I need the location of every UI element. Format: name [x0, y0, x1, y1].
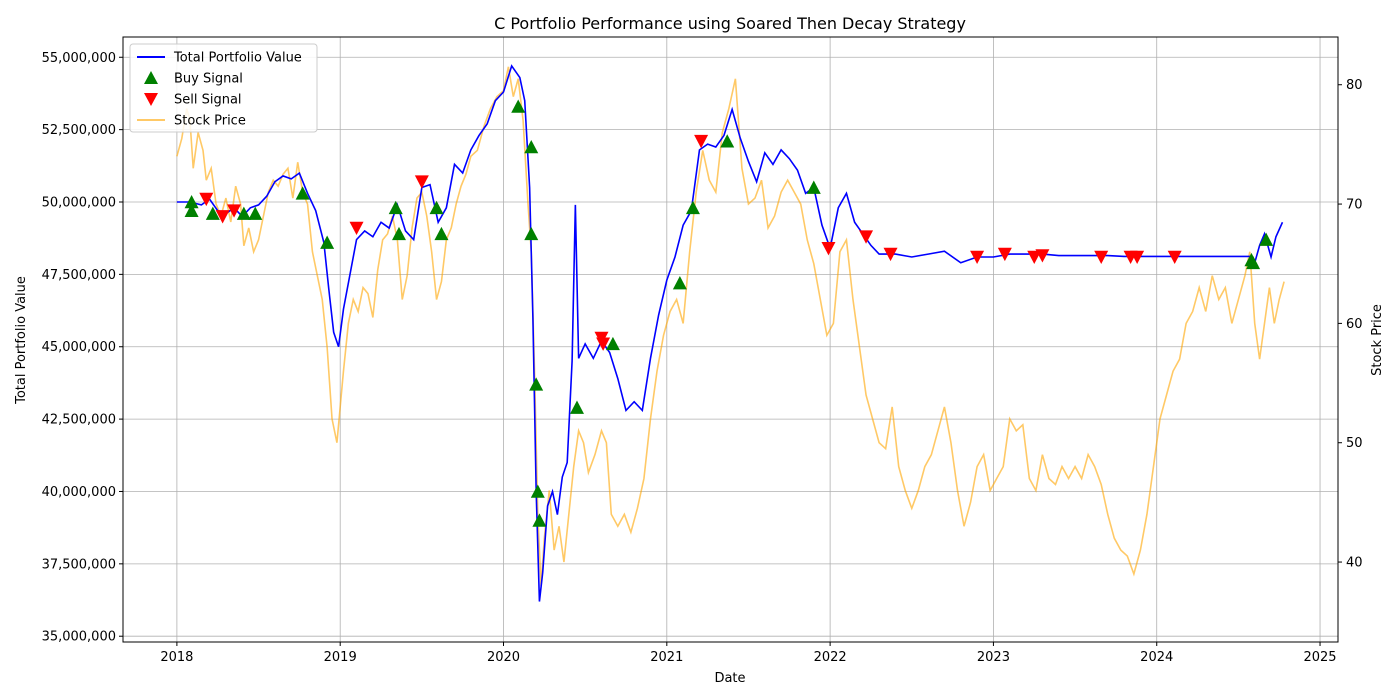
buy-signal-marker [511, 99, 526, 113]
y-tick-label: 55,000,000 [42, 51, 116, 66]
buy-signal-marker [184, 195, 199, 209]
y-axis-right: 40 50 60 70 80 [1338, 78, 1363, 571]
legend-label: Buy Signal [174, 72, 243, 87]
y2-tick-label: 80 [1346, 78, 1363, 93]
y2-tick-label: 50 [1346, 436, 1363, 451]
sell-signal-marker [227, 204, 242, 218]
buy-signal-marker [295, 186, 310, 200]
sell-signal-marker [199, 192, 214, 207]
buy-signal-marker [806, 180, 821, 194]
x-tick-label: 2021 [650, 650, 683, 665]
legend: Total Portfolio Value Buy Signal Sell Sign… [129, 43, 318, 133]
signal-markers [184, 99, 1274, 527]
stock-price-series [176, 66, 1285, 586]
sell-signal-marker [215, 210, 230, 224]
buy-signal-marker [248, 206, 263, 220]
y-tick-label: 50,000,000 [42, 196, 116, 211]
y-axis-left: 35,000,000 37,500,000 40,000,000 42,500,000… [42, 51, 123, 645]
legend-box [129, 43, 318, 133]
stock-price-line [176, 66, 1285, 586]
y-tick-label: 42,500,000 [42, 413, 116, 428]
sell-signal-marker [349, 221, 364, 236]
y-axis-label: Total Portfolio Value [14, 276, 29, 405]
x-tick-label: 2022 [814, 650, 847, 665]
portfolio-value-line [176, 64, 1284, 602]
buy-signal-marker [388, 200, 403, 215]
sell-signal-marker [1094, 250, 1109, 264]
buy-signal-marker [320, 235, 335, 249]
x-tick-label: 2023 [977, 650, 1010, 665]
sell-signal-marker [997, 247, 1012, 262]
sell-signal-marker [970, 250, 985, 264]
y-tick-label: 45,000,000 [42, 340, 116, 355]
x-tick-label: 2025 [1303, 650, 1336, 665]
y2-tick-label: 70 [1346, 198, 1363, 213]
buy-signal-marker [391, 226, 406, 241]
buy-signal-marker [184, 203, 199, 217]
legend-swatch [144, 93, 158, 106]
y2-tick-label: 60 [1346, 317, 1363, 332]
x-axis-label: Date [714, 671, 745, 686]
buy-signal-marker [529, 377, 544, 391]
sell-signal-marker [1027, 250, 1042, 264]
grid-lines [123, 37, 1338, 642]
legend-label: Stock Price [174, 114, 246, 129]
x-tick-label: 2020 [487, 650, 520, 665]
y2-axis-label: Stock Price [1370, 304, 1385, 376]
buy-signal-marker [530, 484, 545, 498]
sell-signal-marker [1167, 250, 1182, 264]
legend-swatch [144, 71, 158, 84]
x-tick-label: 2019 [324, 650, 357, 665]
buy-signal-marker [205, 206, 220, 220]
y-tick-label: 52,500,000 [42, 123, 116, 138]
sell-signal-marker [821, 242, 836, 256]
x-tick-label: 2024 [1140, 650, 1173, 665]
sell-signal-marker [1035, 249, 1050, 263]
buy-signal-marker [1246, 255, 1261, 270]
legend-label: Sell Signal [174, 93, 242, 108]
plot-frame [122, 36, 1339, 643]
sell-signal-marker [596, 337, 611, 351]
buy-signal-marker [672, 276, 687, 290]
y-tick-label: 37,500,000 [42, 557, 116, 572]
sell-signal-marker [414, 175, 429, 189]
sell-signal-marker [1130, 250, 1145, 264]
sell-signal-marker [883, 247, 898, 262]
portfolio-value-series [176, 64, 1284, 602]
y-tick-label: 40,000,000 [42, 485, 116, 500]
buy-signal-marker [434, 226, 449, 241]
chart-title: C Portfolio Performance using Soared The… [494, 14, 966, 33]
buy-signal-marker [236, 206, 251, 220]
buy-signal-marker [685, 200, 700, 215]
buy-signal-marker [429, 200, 444, 215]
buy-signal-marker [720, 134, 735, 148]
y2-tick-label: 40 [1346, 556, 1363, 571]
sell-signal-marker [694, 134, 709, 149]
x-axis: 2018 2019 2020 2021 2022 2023 2024 2025 [160, 642, 1337, 665]
x-tick-label: 2018 [160, 650, 193, 665]
buy-signal-marker [524, 226, 539, 241]
buy-signal-marker [569, 400, 584, 414]
y-tick-label: 35,000,000 [42, 630, 116, 645]
buy-signal-marker [605, 336, 620, 351]
sell-signal-marker [859, 230, 874, 244]
buy-signal-marker [524, 140, 539, 154]
y-tick-label: 47,500,000 [42, 268, 116, 283]
buy-signal-marker [1259, 232, 1274, 246]
buy-signal-marker [532, 513, 547, 527]
legend-label: Total Portfolio Value [173, 51, 302, 66]
